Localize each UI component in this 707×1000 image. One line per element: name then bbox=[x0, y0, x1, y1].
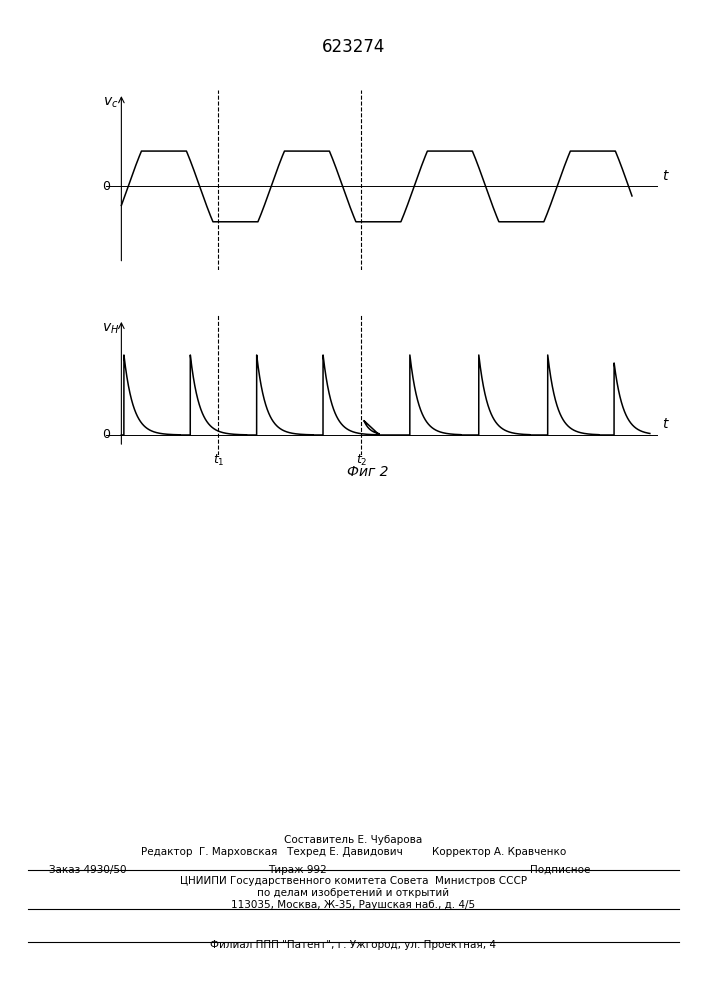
Text: Подписное: Подписное bbox=[530, 865, 590, 875]
Text: Тираж 992: Тираж 992 bbox=[267, 865, 327, 875]
Text: 0: 0 bbox=[102, 180, 110, 193]
Text: по делам изобретений и открытий: по делам изобретений и открытий bbox=[257, 888, 450, 898]
Text: $v_c$: $v_c$ bbox=[103, 95, 119, 110]
Text: 623274: 623274 bbox=[322, 38, 385, 56]
Text: Фиг 2: Фиг 2 bbox=[347, 465, 388, 479]
Text: $t_2$: $t_2$ bbox=[356, 453, 367, 468]
Text: $t$: $t$ bbox=[662, 169, 670, 183]
Text: Филиал ППП "Патент", г. Ужгород, ул. Проектная, 4: Филиал ППП "Патент", г. Ужгород, ул. Про… bbox=[211, 940, 496, 950]
Text: $t_1$: $t_1$ bbox=[213, 453, 224, 468]
Text: Редактор  Г. Марховская   Техред Е. Давидович         Корректор А. Кравченко: Редактор Г. Марховская Техред Е. Давидов… bbox=[141, 847, 566, 857]
Text: 113035, Москва, Ж-35, Раушская наб., д. 4/5: 113035, Москва, Ж-35, Раушская наб., д. … bbox=[231, 900, 476, 910]
Text: Составитель Е. Чубарова: Составитель Е. Чубарова bbox=[284, 835, 423, 845]
Text: $v_H$: $v_H$ bbox=[102, 321, 119, 336]
Text: 0: 0 bbox=[102, 428, 110, 442]
Text: $t$: $t$ bbox=[662, 417, 670, 431]
Text: Заказ 4930/50: Заказ 4930/50 bbox=[49, 865, 127, 875]
Text: ЦНИИПИ Государственного комитета Совета  Министров СССР: ЦНИИПИ Государственного комитета Совета … bbox=[180, 876, 527, 886]
